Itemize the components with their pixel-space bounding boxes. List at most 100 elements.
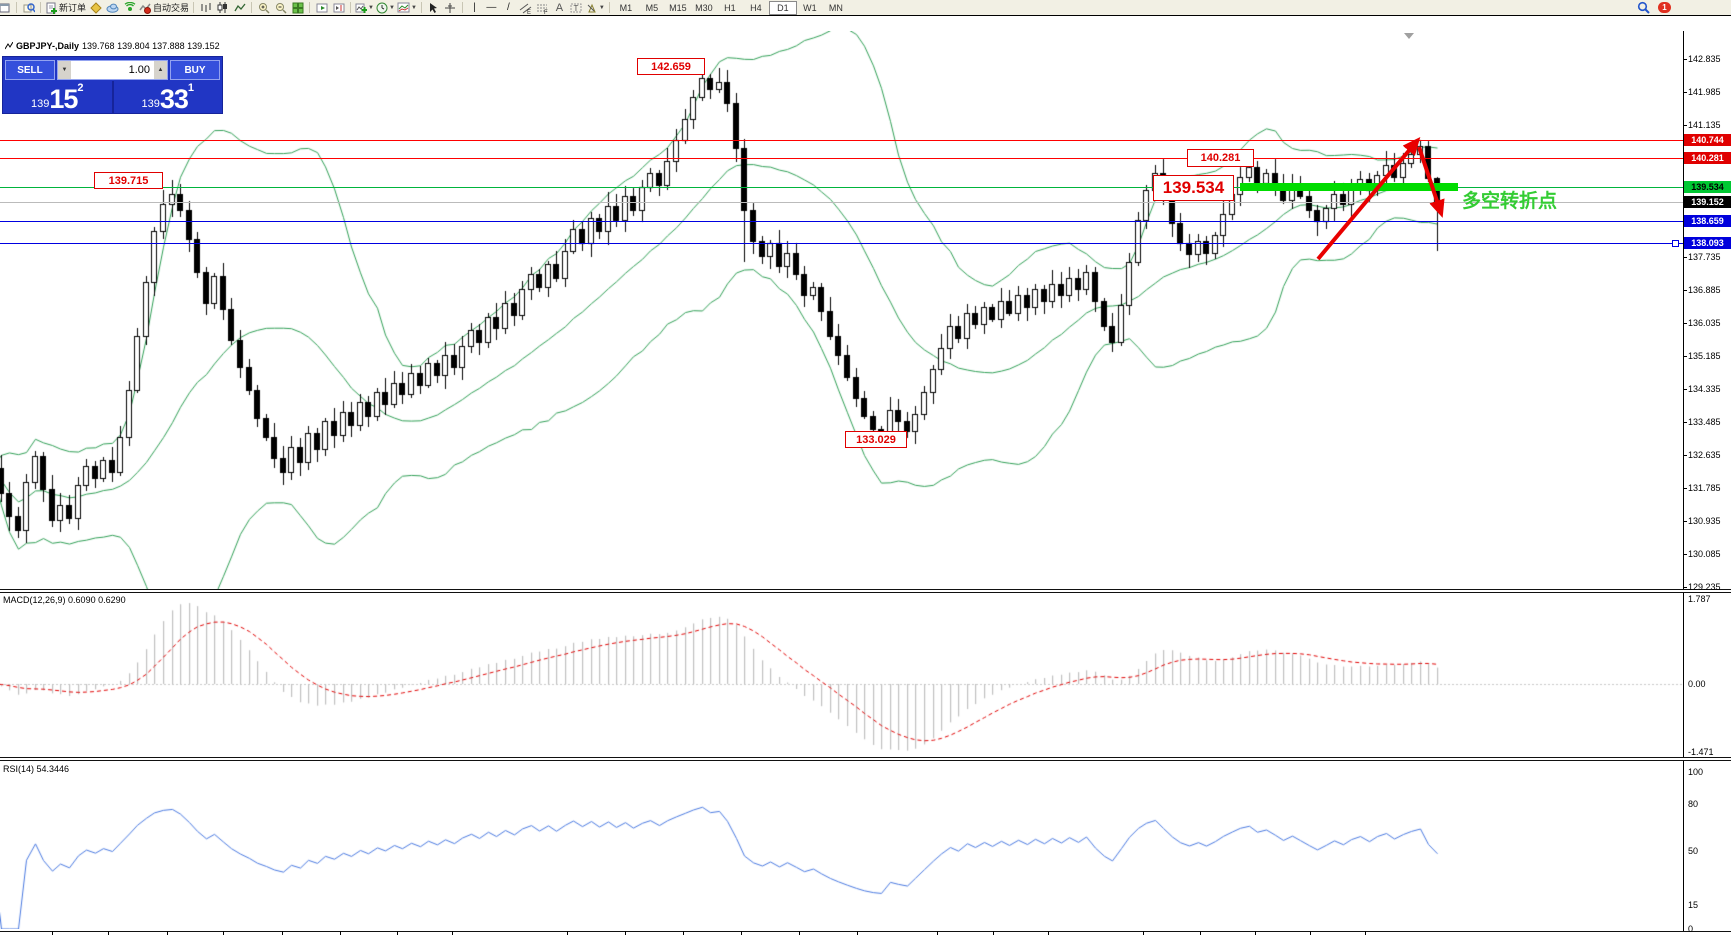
chart-symbol-icon	[5, 42, 13, 50]
candlestick-chart-icon[interactable]	[214, 1, 231, 14]
support-level-bar[interactable]	[1240, 183, 1458, 191]
auto-scroll-icon[interactable]	[313, 1, 330, 14]
cloud-icon[interactable]	[104, 1, 121, 14]
price-tick-label: 136.035	[1683, 318, 1721, 328]
sell-price-big: 15	[49, 84, 78, 114]
rsi-scale-label: 15	[1688, 900, 1699, 910]
price-axis-line	[1683, 31, 1684, 932]
buy-price[interactable]: 139 33 1	[114, 81, 223, 113]
chevron-down-icon: ▼	[368, 4, 374, 11]
price-tick-label: 141.135	[1683, 120, 1721, 130]
price-tick-label: 133.485	[1683, 417, 1721, 427]
buy-button[interactable]: BUY	[170, 60, 220, 80]
chevron-down-icon: ▼	[388, 4, 395, 11]
price-tick-label: 141.985	[1683, 87, 1721, 97]
price-annotation-label[interactable]: 139.534	[1153, 175, 1234, 201]
timeframe-button[interactable]: W1	[803, 2, 817, 13]
tile-windows-icon[interactable]	[289, 1, 306, 14]
sell-button[interactable]: SELL	[5, 60, 55, 80]
price-annotation-label[interactable]: 140.281	[1187, 149, 1254, 167]
new-chart-icon[interactable]	[0, 1, 13, 14]
horizontal-level-line[interactable]	[0, 140, 1683, 141]
horizontal-level-line[interactable]	[0, 202, 1683, 203]
horizontal-level-line[interactable]	[0, 158, 1683, 159]
chart-shift-icon[interactable]	[330, 1, 347, 14]
price-annotation-label[interactable]: 133.029	[845, 431, 907, 448]
timeframe-button[interactable]: H4	[750, 2, 762, 13]
templates-icon[interactable]: ▼	[396, 1, 418, 14]
autotrading-button[interactable]: 自动交易	[138, 1, 190, 14]
volume-decrease-button[interactable]: ▼	[58, 61, 71, 79]
toolbar-separator	[309, 2, 311, 13]
zoom-in-icon[interactable]	[255, 1, 272, 14]
chart-shift-marker[interactable]	[1404, 33, 1414, 39]
chart-window: 142.659 139.715 133.029 140.281 139.534 多空转折…	[0, 15, 1731, 935]
panel-resize-handle[interactable]	[0, 589, 1731, 593]
timeframe-button[interactable]: M30	[695, 2, 713, 13]
price-level-badge: 138.659	[1684, 215, 1731, 227]
crosshair-icon[interactable]	[442, 1, 459, 14]
timeframe-button[interactable]: M1	[619, 2, 633, 13]
sell-price[interactable]: 139 15 2	[3, 81, 112, 113]
price-chart-canvas[interactable]	[0, 31, 1683, 589]
zoom-out-icon[interactable]	[272, 1, 289, 14]
horizontal-level-line[interactable]	[0, 221, 1683, 222]
toolbar-separator	[193, 2, 195, 13]
data-window-icon[interactable]	[87, 1, 104, 14]
fibonacci-icon[interactable]: F	[534, 1, 551, 14]
main-toolbar: 新订单 自动交易 ▼ ▼ ▼ | — / E F A T ▼	[0, 0, 1731, 16]
volume-value[interactable]: 1.00	[128, 64, 150, 76]
price-level-badge: 138.093	[1684, 237, 1731, 249]
new-order-button[interactable]: 新订单	[44, 1, 87, 14]
new-order-label: 新订单	[59, 3, 87, 13]
rsi-scale-label: 80	[1688, 799, 1699, 809]
cursor-icon[interactable]	[425, 1, 442, 14]
macd-panel-canvas[interactable]	[0, 593, 1683, 757]
rsi-scale-label: 100	[1688, 767, 1704, 777]
horizontal-level-line[interactable]	[0, 187, 1683, 188]
horizontal-level-line[interactable]	[0, 243, 1683, 244]
bar-chart-icon[interactable]	[197, 1, 214, 14]
text-icon[interactable]: A	[555, 1, 564, 14]
macd-scale-label: 0.00	[1688, 679, 1706, 689]
timeframe-group: M1 M5 M15 M30 H1 H4 D1 W1 MN	[613, 0, 849, 15]
price-annotation-label[interactable]: 142.659	[637, 58, 705, 75]
macd-scale-label: 1.787	[1688, 594, 1711, 604]
price-level-badge: 140.281	[1684, 152, 1731, 164]
timeframe-button[interactable]: M5	[645, 2, 659, 13]
periods-clock-icon[interactable]: ▼	[375, 1, 396, 14]
rsi-panel-canvas[interactable]	[0, 761, 1683, 929]
notifications-icon[interactable]: 1	[1658, 2, 1671, 13]
profiles-icon[interactable]	[20, 1, 37, 14]
timeframe-button[interactable]: H1	[724, 2, 736, 13]
line-selection-handle[interactable]	[1672, 240, 1679, 247]
add-indicator-icon[interactable]: ▼	[354, 1, 375, 14]
turning-point-annotation[interactable]: 多空转折点	[1462, 191, 1558, 212]
equidistant-channel-icon[interactable]: E	[517, 1, 534, 14]
timeframe-button[interactable]: MN	[828, 2, 843, 13]
price-annotation-label[interactable]: 139.715	[94, 172, 163, 189]
price-tick-label: 134.335	[1683, 384, 1721, 394]
trendline-icon[interactable]: /	[507, 1, 510, 13]
panel-resize-handle[interactable]	[0, 757, 1731, 761]
timeframe-button[interactable]: D1	[768, 0, 797, 15]
search-icon[interactable]	[1635, 1, 1652, 14]
price-tick-label: 129.235	[1683, 582, 1721, 592]
sell-price-prefix: 139	[30, 98, 50, 110]
price-tick-label: 135.185	[1683, 351, 1721, 361]
toolbar-separator	[16, 2, 17, 13]
timeframe-button[interactable]: M15	[669, 2, 687, 13]
text-label-icon[interactable]: T	[568, 1, 585, 14]
autotrading-label: 自动交易	[153, 3, 190, 13]
vertical-line-icon[interactable]: |	[473, 1, 476, 13]
rsi-label: RSI(14) 54.3446	[3, 764, 70, 774]
chevron-down-icon: ▼	[598, 4, 605, 11]
price-level-badge: 139.534	[1684, 181, 1731, 193]
signals-icon[interactable]	[121, 1, 138, 14]
arrows-shapes-icon[interactable]: ▼	[585, 1, 606, 14]
date-axis-line	[0, 931, 1731, 932]
volume-increase-button[interactable]: ▲	[154, 61, 167, 79]
line-chart-icon[interactable]	[231, 1, 248, 14]
quote-row: 139 15 2 139 33 1	[3, 81, 222, 113]
horizontal-line-icon[interactable]: —	[486, 1, 497, 13]
